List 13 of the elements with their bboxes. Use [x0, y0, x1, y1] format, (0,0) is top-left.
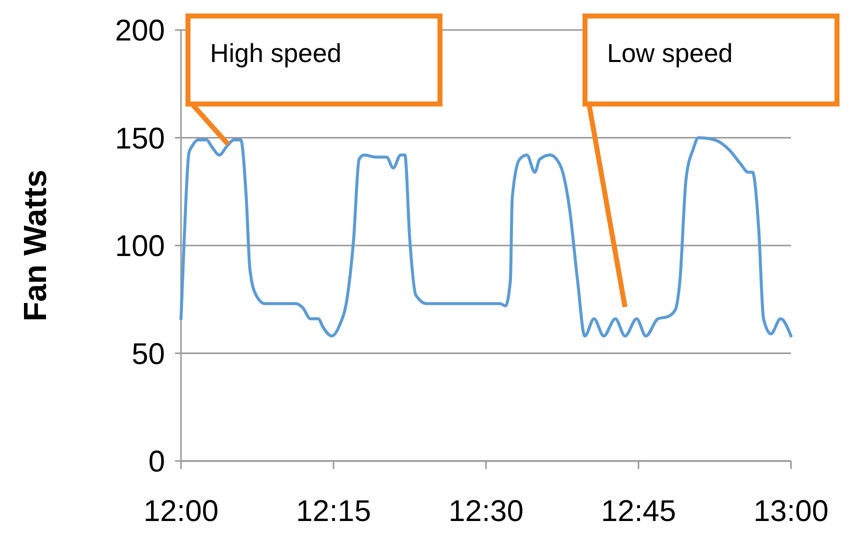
y-axis-title: Fan Watts	[17, 170, 53, 322]
y-tick-label: 150	[114, 122, 165, 156]
x-tick-label: 12:00	[143, 495, 219, 528]
y-tick-label: 200	[114, 14, 165, 48]
x-tick-label: 12:15	[296, 495, 372, 528]
y-tick-label: 0	[148, 446, 165, 478]
annotation: High speed	[210, 38, 342, 68]
x-tick-label: 13:00	[753, 495, 829, 528]
x-tick-label: 12:45	[600, 495, 676, 528]
annotation: Low speed	[607, 38, 733, 68]
y-tick-label: 50	[132, 338, 165, 371]
y-tick-label: 100	[114, 230, 165, 263]
x-tick-label: 12:30	[448, 495, 524, 528]
